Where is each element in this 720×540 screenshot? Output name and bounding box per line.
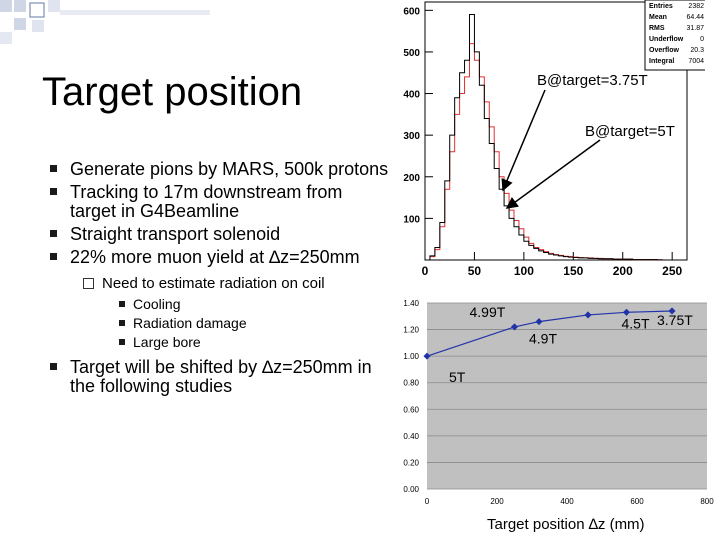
hist-ytick-label: 300 bbox=[403, 131, 420, 142]
stats-value: 20.3 bbox=[690, 47, 704, 54]
line-point-label: 3.75T bbox=[657, 312, 693, 328]
label-b-375: B@target=3.75T bbox=[537, 72, 648, 89]
stats-value: 7004 bbox=[688, 58, 704, 65]
hist-xtick-label: 0 bbox=[422, 264, 429, 278]
bullet-item: Tracking to 17m downstream from target i… bbox=[50, 183, 390, 221]
line-point bbox=[423, 352, 431, 360]
bullet-text: Generate pions by MARS, 500k protons bbox=[70, 159, 389, 179]
bullet-square-icon bbox=[50, 165, 57, 172]
stats-label: Underflow bbox=[649, 36, 684, 43]
line-plot-area bbox=[427, 303, 707, 489]
hist-ytick-label: 200 bbox=[403, 173, 420, 184]
stats-label: Entries bbox=[649, 3, 673, 10]
line-ytick-label: 0.40 bbox=[403, 432, 419, 441]
line-point-label: 4.99T bbox=[470, 304, 506, 320]
line-point-label: 5T bbox=[449, 369, 466, 385]
stats-value: 0 bbox=[700, 36, 704, 43]
hist-xtick-label: 150 bbox=[563, 264, 583, 278]
line-ytick-label: 0.20 bbox=[403, 458, 419, 467]
sub-sub-bullet-text: Radiation damage bbox=[133, 315, 247, 331]
corner-decoration bbox=[0, 0, 210, 44]
line-ytick-label: 1.00 bbox=[403, 352, 419, 361]
bullet-text: Tracking to 17m downstream from target i… bbox=[70, 182, 343, 221]
histogram-series-5T bbox=[425, 13, 683, 261]
hist-xtick-label: 250 bbox=[662, 264, 682, 278]
line-ytick-label: 0.80 bbox=[403, 379, 419, 388]
stats-value: 2382 bbox=[688, 3, 704, 10]
hist-xtick-label: 50 bbox=[468, 264, 482, 278]
sub-sub-bullet-text: Cooling bbox=[133, 296, 181, 312]
bullet-text: 22% more muon yield at ∆z=250mm bbox=[70, 247, 360, 267]
bullet-item: Target will be shifted by ∆z=250mm in th… bbox=[50, 358, 390, 396]
sub-sub-bullet-item: Large bore bbox=[50, 333, 390, 352]
line-point bbox=[668, 307, 676, 315]
sub-sub-bullet-text: Large bore bbox=[133, 334, 201, 350]
line-xlabel: Target position ∆z (mm) bbox=[487, 516, 645, 533]
bullet-item: 22% more muon yield at ∆z=250mm bbox=[50, 248, 390, 267]
bullet-square-icon bbox=[119, 301, 125, 307]
label-b-5: B@target=5T bbox=[585, 123, 675, 140]
bullet-square-icon bbox=[50, 188, 57, 195]
line-ytick-label: 0.00 bbox=[403, 485, 419, 494]
bullet-square-icon bbox=[119, 339, 125, 345]
bullet-item: Generate pions by MARS, 500k protons bbox=[50, 160, 390, 179]
line-point-label: 4.5T bbox=[622, 315, 650, 331]
line-ytick-label: 1.40 bbox=[403, 299, 419, 308]
histogram-frame bbox=[424, 1, 688, 261]
hist-xtick-label: 200 bbox=[613, 264, 633, 278]
stats-label: RMS bbox=[649, 25, 665, 32]
bullet-list: Generate pions by MARS, 500k protons Tra… bbox=[50, 160, 390, 400]
line-ytick-label: 1.20 bbox=[403, 326, 419, 335]
arrow-5-label bbox=[505, 139, 601, 209]
stats-label: Mean bbox=[649, 14, 667, 21]
line-series bbox=[426, 310, 673, 357]
line-point-label: 4.9T bbox=[529, 331, 557, 347]
hollow-square-icon bbox=[83, 278, 94, 289]
line-chart: 0.00 0.20 0.40 0.60 0.80 1.00 1.20 1.40 0 200 400… bbox=[403, 299, 714, 506]
line-xtick-label: 0 bbox=[425, 497, 430, 506]
hist-ytick-label: 600 bbox=[403, 6, 420, 17]
hist-ytick-label: 100 bbox=[403, 214, 420, 225]
line-point bbox=[535, 318, 543, 326]
sub-sub-bullet-item: Cooling bbox=[50, 295, 390, 314]
stats-value: 64.44 bbox=[686, 14, 704, 21]
line-ytick-label: 0.60 bbox=[403, 405, 419, 414]
line-xtick-label: 200 bbox=[490, 497, 504, 506]
sub-bullet-text: Need to estimate radiation on coil bbox=[102, 275, 325, 292]
bullet-square-icon bbox=[50, 363, 57, 370]
bullet-square-icon bbox=[50, 230, 57, 237]
bullet-square-icon bbox=[119, 320, 125, 326]
hist-xtick-label: 100 bbox=[514, 264, 534, 278]
hist-ytick-label: 500 bbox=[403, 48, 420, 59]
line-xtick-label: 800 bbox=[700, 497, 714, 506]
stats-value: 31.87 bbox=[686, 25, 704, 32]
sub-bullet-item: Need to estimate radiation on coil bbox=[50, 275, 390, 293]
stats-label: Integral bbox=[649, 58, 674, 65]
line-xtick-label: 600 bbox=[630, 497, 644, 506]
bullet-square-icon bbox=[50, 253, 57, 260]
bullet-text: Target will be shifted by ∆z=250mm in th… bbox=[70, 357, 372, 396]
arrow-375-label bbox=[501, 89, 546, 192]
histogram-chart: 100 200 300 400 500 600 0 50 100 150 200 250 Entri… bbox=[403, 0, 705, 278]
bullet-text: Straight transport solenoid bbox=[70, 224, 281, 244]
hist-ytick-label: 400 bbox=[403, 90, 420, 101]
bullet-item: Straight transport solenoid bbox=[50, 225, 390, 244]
line-xtick-label: 400 bbox=[560, 497, 574, 506]
slide-title: Target position bbox=[42, 70, 303, 114]
stats-label: Overflow bbox=[649, 47, 680, 54]
sub-sub-bullet-item: Radiation damage bbox=[50, 314, 390, 333]
